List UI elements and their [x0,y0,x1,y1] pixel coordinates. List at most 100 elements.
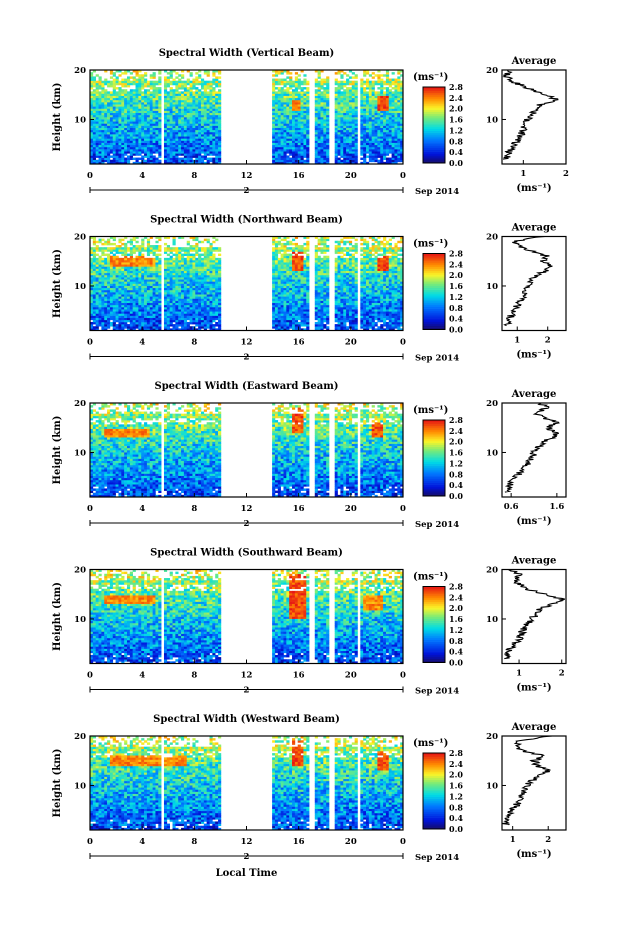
heatmap-cell [129,287,133,291]
heatmap-cell [351,102,355,105]
heatmap-cell [337,119,341,122]
heatmap-cell [366,151,370,154]
heatmap-cell [388,159,392,163]
heatmap-cell [195,102,199,105]
heatmap-cell [297,142,301,146]
heatmap-cell [289,157,293,161]
heatmap-cell [92,289,96,293]
heatmap-cell [172,95,176,99]
heatmap-cell [175,153,179,156]
heatmap-cell [195,80,199,84]
heatmap-cell [135,159,139,163]
heatmap-cell [109,264,114,267]
heatmap-cell [141,149,145,152]
heatmap-cell [297,129,301,133]
heatmap-cell [337,144,341,148]
heatmap-cell [206,121,210,124]
heatmap-cell [388,136,392,139]
heatmap-cell [126,104,131,107]
heatmap-cell [104,279,108,282]
heatmap-cell [215,93,219,96]
heatmap-cell [158,245,162,248]
heatmap-cell [118,307,122,310]
heatmap-cell [92,138,96,141]
heatmap-cell [380,121,384,124]
heatmap-cell [90,123,94,126]
heatmap-cell [155,289,159,293]
heatmap-cell [320,136,324,139]
heatmap-cell [186,136,190,139]
heatmap-cell [274,138,279,141]
heatmap-cell [95,91,99,94]
heatmap-cell [132,287,136,291]
heatmap-cell [158,304,162,308]
heatmap-cell [118,89,122,92]
heatmap-cell [172,287,176,291]
heatmap-cell [385,72,390,75]
heatmap-cell [195,87,199,90]
heatmap-cell [297,136,301,139]
heatmap-cell [280,87,284,90]
heatmap-cell [183,161,188,165]
heatmap-cell [189,302,193,306]
heatmap-cell [138,296,142,299]
heatmap-cell [391,102,395,105]
heatmap-cell [181,157,185,161]
heatmap-cell [146,110,151,114]
heatmap-cell [320,138,324,141]
heatmap-cell [112,131,116,135]
heatmap-cell [129,151,133,154]
heatmap-cell [112,97,116,101]
heatmap-cell [135,74,139,77]
heatmap-cell [181,114,185,118]
heatmap-cell [337,129,341,133]
heatmap-cell [198,76,202,79]
heatmap-cell [90,292,94,295]
heatmap-cell [354,114,358,118]
heatmap-cell [203,110,207,114]
heatmap-cell [300,114,304,118]
heatmap-cell [112,274,116,278]
heatmap-cell [215,149,219,152]
heatmap-cell [317,144,321,148]
heatmap-cell [360,117,364,120]
heatmap-cell [141,313,145,316]
heatmap-cell [388,93,392,96]
heatmap-cell [146,296,151,299]
heatmap-cell [343,161,347,165]
heatmap-cell [186,80,190,84]
heatmap-cell [218,134,222,137]
heatmap-cell [300,102,304,105]
heatmap-cell [343,82,347,86]
heatmap-cell [340,80,344,84]
heatmap-cell [146,315,151,318]
heatmap-cell [155,89,159,92]
heatmap-cell [112,129,116,133]
heatmap-cell [155,149,159,152]
heatmap-cell [172,146,176,150]
heatmap-cell [112,319,116,323]
heatmap-cell [294,146,299,150]
heatmap-cell [286,159,290,163]
heatmap-cell [121,309,125,312]
heatmap-cell [152,157,156,161]
heatmap-cell [129,300,133,304]
heatmap-cell [394,102,398,105]
heatmap-cell [206,95,210,99]
heatmap-cell [181,272,185,276]
heatmap-cell [166,161,170,165]
heatmap-cell [388,91,392,94]
heatmap-cell [394,114,398,118]
heatmap-cell [181,127,185,131]
heatmap-cell [351,82,355,86]
heatmap-cell [92,317,96,321]
heatmap-cell [348,127,353,131]
heatmap-cell [95,93,99,96]
heatmap-cell [101,272,105,276]
heatmap-cell [371,140,375,143]
heatmap-cell [274,127,279,131]
heatmap-cell [283,142,287,146]
heatmap-cell [209,97,213,101]
heatmap-cell [163,149,168,152]
heatmap-cell [124,302,128,306]
